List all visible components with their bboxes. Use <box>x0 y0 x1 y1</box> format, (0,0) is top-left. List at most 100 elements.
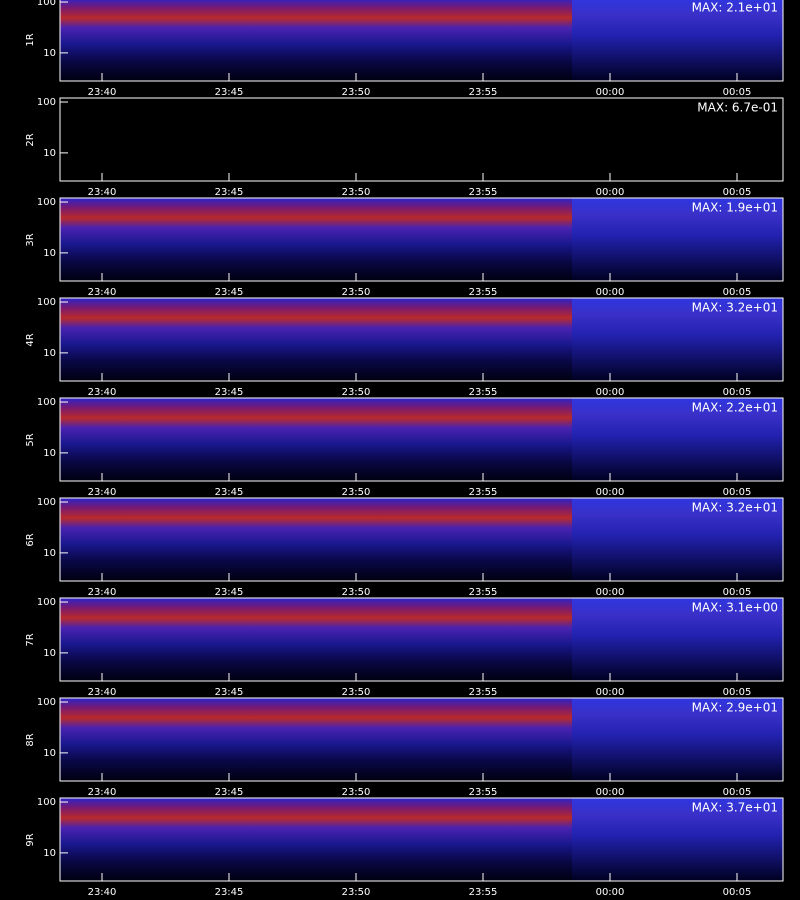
x-tick-label: 23:40 <box>88 487 117 498</box>
y-tick-label: 100 <box>37 97 56 108</box>
x-tick-label: 23:40 <box>88 887 117 898</box>
max-annotation: MAX: 2.9e+01 <box>692 701 778 715</box>
y-tick-label: 10 <box>43 748 56 759</box>
x-tick-label: 23:55 <box>469 387 498 398</box>
y-axis-label: 1R <box>25 33 36 46</box>
x-tick-label: 00:00 <box>596 87 625 98</box>
spectrogram-image <box>572 498 783 581</box>
y-tick-label: 100 <box>37 597 56 608</box>
x-tick-label: 23:45 <box>215 87 244 98</box>
x-tick-label: 00:05 <box>723 787 752 798</box>
y-axis-label: 7R <box>25 633 36 646</box>
x-tick-label: 00:00 <box>596 387 625 398</box>
y-axis-label: 2R <box>25 133 36 146</box>
spectrogram-image <box>572 698 783 781</box>
max-annotation: MAX: 3.1e+00 <box>692 601 778 615</box>
spectrogram-image <box>572 0 783 81</box>
y-tick-label: 10 <box>43 148 56 159</box>
spectrogram-image <box>60 598 572 681</box>
x-tick-label: 23:45 <box>215 787 244 798</box>
y-tick-label: 100 <box>37 697 56 708</box>
x-tick-label: 23:55 <box>469 287 498 298</box>
y-tick-label: 10 <box>43 548 56 559</box>
y-axis-label: 9R <box>25 833 36 846</box>
x-tick-label: 23:45 <box>215 387 244 398</box>
x-tick-label: 23:55 <box>469 787 498 798</box>
y-axis-label: 5R <box>25 433 36 446</box>
spectrogram-image <box>572 298 783 381</box>
spectrogram-image <box>60 698 572 781</box>
x-tick-label: 23:45 <box>215 587 244 598</box>
x-tick-label: 23:50 <box>342 587 371 598</box>
x-tick-label: 23:45 <box>215 187 244 198</box>
y-tick-label: 10 <box>43 348 56 359</box>
x-tick-label: 00:05 <box>723 287 752 298</box>
x-tick-label: 23:40 <box>88 187 117 198</box>
spectrogram-image <box>60 198 572 281</box>
y-tick-label: 10 <box>43 648 56 659</box>
x-tick-label: 23:55 <box>469 887 498 898</box>
y-tick-label: 100 <box>37 397 56 408</box>
x-tick-label: 23:55 <box>469 687 498 698</box>
x-tick-label: 00:05 <box>723 887 752 898</box>
plot-frame <box>59 297 784 382</box>
y-tick-label: 10 <box>43 48 56 59</box>
spectrogram-image <box>572 198 783 281</box>
plot-frame <box>59 597 784 682</box>
plot-frame <box>59 397 784 482</box>
y-tick-label: 100 <box>37 497 56 508</box>
max-annotation: MAX: 2.1e+01 <box>692 1 778 15</box>
spectrogram-image <box>572 598 783 681</box>
x-tick-label: 23:50 <box>342 687 371 698</box>
x-tick-label: 23:40 <box>88 287 117 298</box>
x-tick-label: 23:50 <box>342 887 371 898</box>
max-annotation: MAX: 1.9e+01 <box>692 201 778 215</box>
x-tick-label: 23:50 <box>342 87 371 98</box>
x-tick-label: 23:45 <box>215 687 244 698</box>
max-annotation: MAX: 3.2e+01 <box>692 301 778 315</box>
x-tick-label: 23:50 <box>342 187 371 198</box>
x-tick-label: 23:45 <box>215 287 244 298</box>
x-tick-label: 00:00 <box>596 687 625 698</box>
x-tick-label: 00:05 <box>723 687 752 698</box>
plot-frame <box>59 197 784 282</box>
x-tick-label: 23:50 <box>342 287 371 298</box>
spectrogram-image <box>60 798 572 881</box>
plot-frame <box>59 797 784 882</box>
y-axis-label: 6R <box>25 533 36 546</box>
x-tick-label: 23:50 <box>342 487 371 498</box>
spectrogram-image <box>60 398 572 481</box>
y-axis-label: 8R <box>25 733 36 746</box>
y-tick-label: 100 <box>37 0 56 8</box>
spectrogram-image <box>572 398 783 481</box>
x-tick-label: 00:05 <box>723 387 752 398</box>
x-tick-label: 00:00 <box>596 587 625 598</box>
x-tick-label: 23:40 <box>88 387 117 398</box>
max-annotation: MAX: 3.7e+01 <box>692 801 778 815</box>
x-tick-label: 23:45 <box>215 887 244 898</box>
y-tick-label: 100 <box>37 797 56 808</box>
x-tick-label: 00:05 <box>723 187 752 198</box>
plot-frame <box>59 697 784 782</box>
max-annotation: MAX: 3.2e+01 <box>692 501 778 515</box>
y-tick-label: 10 <box>43 248 56 259</box>
x-tick-label: 00:00 <box>596 487 625 498</box>
x-tick-label: 00:00 <box>596 187 625 198</box>
y-tick-label: 10 <box>43 848 56 859</box>
spectrogram-image <box>572 798 783 881</box>
spectrogram-image <box>60 0 572 81</box>
x-tick-label: 23:40 <box>88 687 117 698</box>
x-tick-label: 23:55 <box>469 487 498 498</box>
x-tick-label: 00:00 <box>596 287 625 298</box>
x-tick-label: 23:40 <box>88 87 117 98</box>
x-tick-label: 00:05 <box>723 587 752 598</box>
x-tick-label: 23:50 <box>342 387 371 398</box>
plot-frame <box>59 97 784 182</box>
y-tick-label: 10 <box>43 448 56 459</box>
x-tick-label: 00:00 <box>596 887 625 898</box>
x-tick-label: 00:05 <box>723 87 752 98</box>
spectrogram-image <box>60 498 572 581</box>
x-tick-label: 23:55 <box>469 187 498 198</box>
x-tick-label: 23:55 <box>469 87 498 98</box>
